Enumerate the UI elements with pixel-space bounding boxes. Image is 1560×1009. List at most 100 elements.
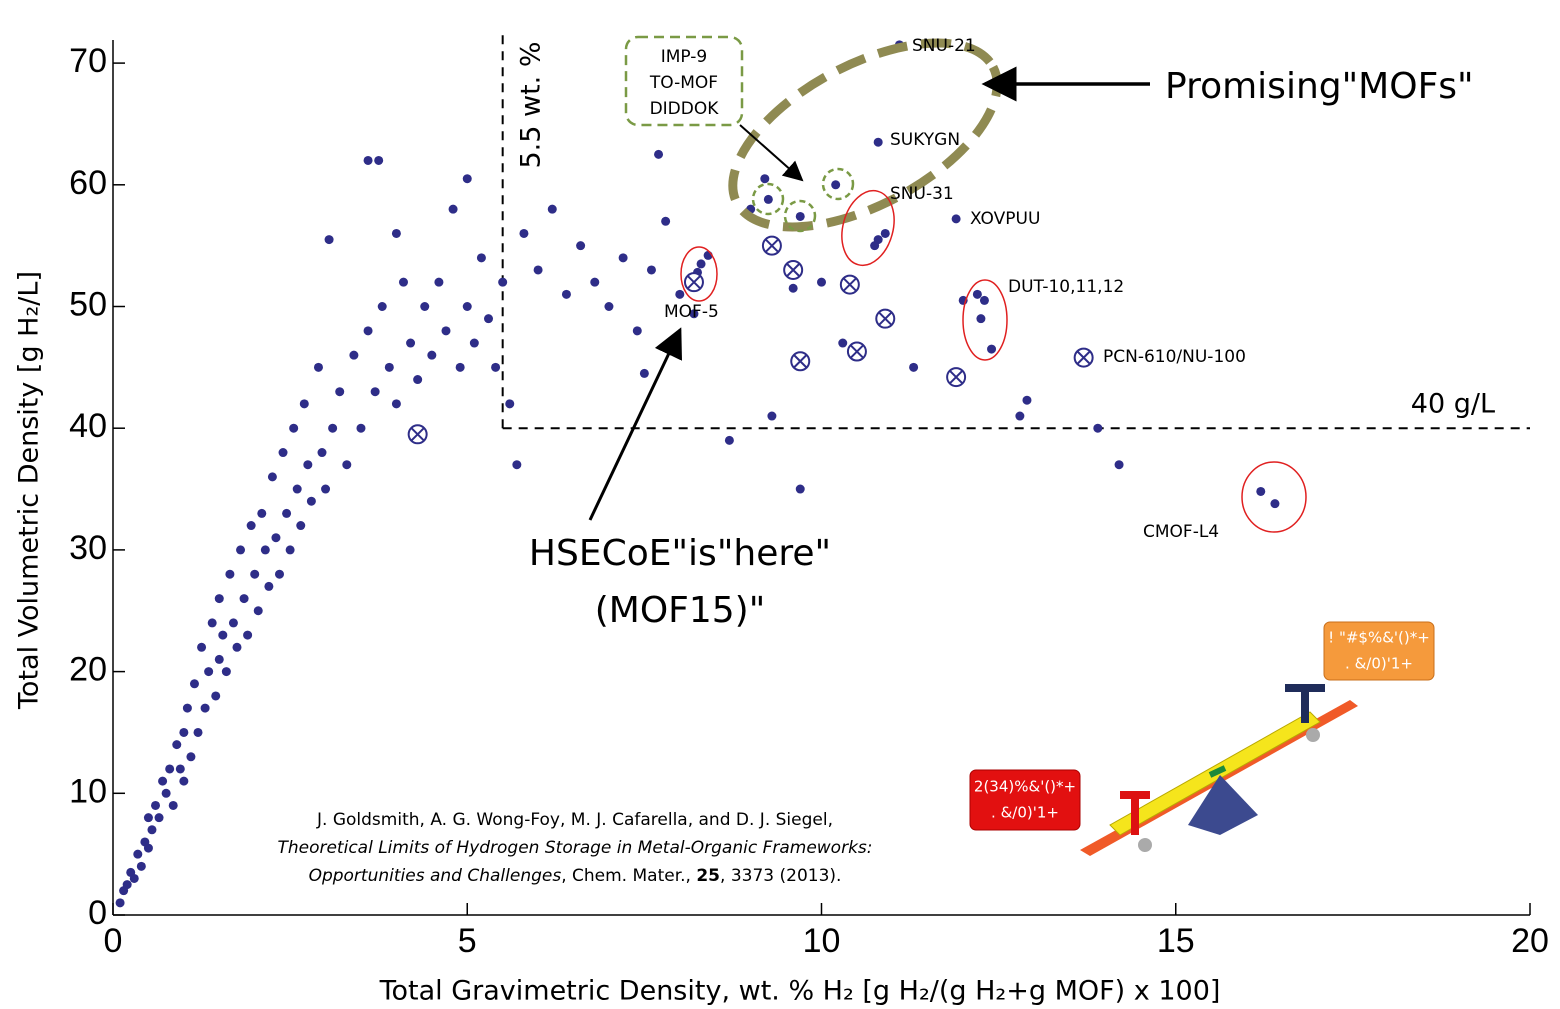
point — [880, 228, 890, 238]
point — [168, 800, 178, 810]
point — [204, 667, 214, 677]
point — [278, 448, 288, 458]
point — [455, 362, 465, 372]
point — [197, 642, 207, 652]
point — [214, 654, 224, 664]
point — [214, 594, 224, 604]
point — [420, 302, 430, 311]
point — [505, 399, 515, 409]
point-label: SNU-21 — [912, 36, 976, 56]
point — [321, 484, 331, 494]
y-tick-label: 50 — [69, 285, 107, 323]
point — [292, 484, 302, 494]
point — [374, 155, 384, 165]
point — [767, 411, 777, 421]
point — [313, 362, 323, 372]
point — [143, 813, 153, 823]
point — [441, 326, 451, 336]
point — [654, 149, 664, 159]
point — [406, 338, 416, 348]
point — [158, 776, 168, 786]
point — [760, 174, 770, 184]
point — [724, 435, 734, 445]
point — [342, 460, 352, 470]
crossed-point — [946, 367, 967, 388]
point — [200, 703, 210, 713]
y-tick-label: 70 — [69, 42, 107, 80]
red-ellipse — [841, 189, 895, 267]
crossed-point — [839, 274, 860, 295]
point — [239, 594, 249, 604]
point — [211, 691, 221, 701]
highlight-circle — [783, 199, 817, 233]
y-tick-label: 30 — [69, 529, 107, 567]
point — [115, 898, 125, 908]
point — [165, 764, 175, 774]
crossed-point — [875, 308, 896, 329]
point — [618, 253, 628, 263]
point — [1270, 499, 1280, 509]
point — [831, 180, 841, 190]
point — [590, 277, 600, 287]
point — [218, 630, 228, 640]
point — [306, 496, 316, 506]
point — [228, 618, 238, 628]
point — [221, 667, 231, 677]
point — [873, 137, 883, 147]
point — [795, 211, 805, 221]
point — [519, 228, 529, 238]
point — [377, 302, 387, 311]
point-label: PCN-610/NU-100 — [1103, 347, 1246, 367]
point — [349, 350, 359, 360]
point — [328, 423, 338, 433]
point — [498, 277, 508, 287]
point — [639, 368, 649, 378]
point — [179, 727, 189, 737]
point — [972, 289, 982, 299]
point — [296, 521, 306, 531]
point — [1114, 460, 1124, 470]
point — [129, 873, 139, 883]
point — [976, 314, 986, 324]
point — [661, 216, 671, 226]
point — [143, 843, 153, 853]
point — [484, 314, 494, 324]
point — [533, 265, 543, 275]
point — [182, 703, 192, 713]
annotation: HSECoE"is"here" — [529, 533, 831, 574]
point — [1022, 395, 1032, 405]
point — [335, 387, 345, 397]
point — [250, 569, 260, 579]
crossed-point — [846, 341, 867, 362]
point-label: DUT-10,11,12 — [1008, 277, 1124, 297]
point — [795, 484, 805, 494]
crossed-point — [783, 259, 804, 280]
red-ellipse — [680, 246, 718, 302]
point — [363, 326, 373, 336]
point — [448, 204, 458, 214]
crossed-point — [1073, 347, 1094, 368]
arrow — [588, 327, 682, 521]
point-label: MOF-5 — [664, 302, 719, 322]
box-label: DIDDOK — [650, 99, 720, 119]
point — [271, 533, 281, 543]
point — [817, 277, 826, 287]
y-axis-title: Total Volumetric Density [g H₂/L] — [14, 271, 45, 710]
point — [246, 521, 256, 531]
point — [179, 776, 189, 786]
point — [161, 788, 171, 798]
citation-part: Theoretical Limits of Hydrogen Storage i… — [277, 838, 872, 858]
x-axis-title: Total Gravimetric Density, wt. % H₂ [g H… — [379, 976, 1221, 1007]
point — [133, 849, 143, 859]
point — [274, 569, 284, 579]
point — [260, 545, 270, 555]
point — [434, 277, 444, 287]
x-tick-label: 15 — [1157, 922, 1195, 960]
crossed-point — [790, 351, 811, 372]
point — [646, 265, 656, 275]
point — [253, 606, 263, 616]
crossed-point-cross — [878, 311, 892, 326]
point — [391, 228, 401, 238]
point — [689, 309, 699, 319]
